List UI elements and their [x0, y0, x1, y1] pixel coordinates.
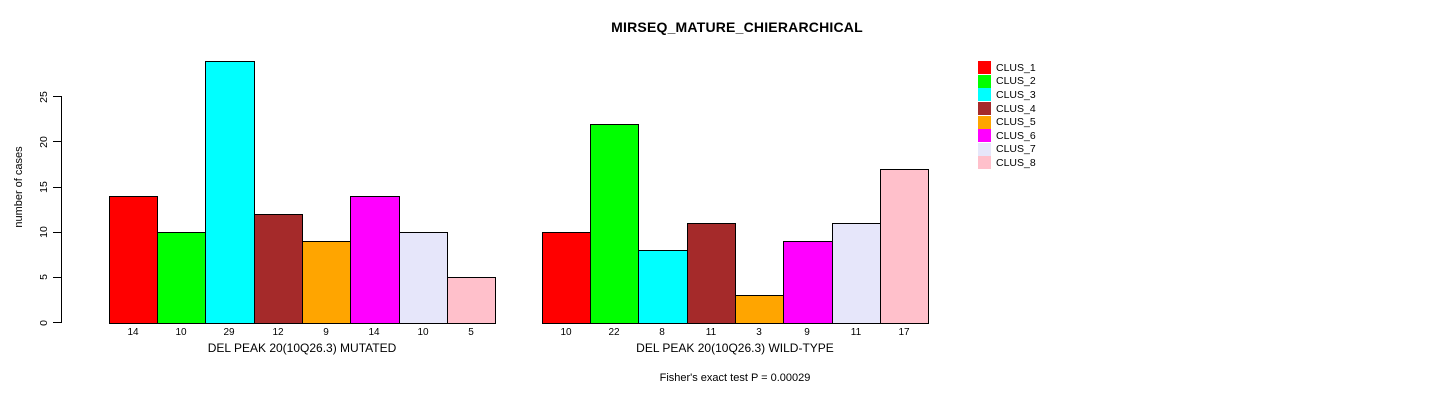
bar-clus_4-group2	[687, 223, 736, 324]
bar-clus_6-group1	[350, 196, 400, 324]
y-tick-label: 25	[38, 91, 50, 103]
y-tick-label: 5	[38, 274, 50, 280]
y-tick-label: 20	[38, 136, 50, 148]
bar-clus_3-group1	[205, 61, 255, 324]
bar-clus_7-group2	[832, 223, 881, 324]
bar-value-label: 10	[175, 327, 187, 338]
y-tick	[53, 141, 61, 142]
bar-value-label: 29	[223, 327, 235, 338]
bar-value-label: 11	[705, 327, 717, 338]
group-x-label: DEL PEAK 20(10Q26.3) MUTATED	[207, 341, 397, 355]
bar-value-label: 8	[659, 327, 665, 338]
group-x-label: DEL PEAK 20(10Q26.3) WILD-TYPE	[636, 341, 834, 355]
legend-label: CLUS_7	[996, 143, 1036, 156]
legend-swatch	[978, 115, 991, 129]
bar-clus_4-group1	[254, 214, 303, 324]
legend-swatch	[978, 88, 991, 102]
y-tick	[53, 96, 61, 97]
bar-value-label: 12	[272, 327, 284, 338]
y-tick-label: 0	[38, 320, 50, 326]
legend-swatch	[978, 61, 991, 75]
bar-clus_6-group2	[783, 241, 833, 324]
legend-swatch	[978, 156, 991, 170]
legend-item: CLUS_8	[978, 156, 1036, 170]
bar-clus_5-group2	[735, 295, 784, 324]
legend-label: CLUS_8	[996, 156, 1036, 169]
legend-swatch	[978, 129, 991, 143]
bar-value-label: 17	[898, 327, 910, 338]
bar-value-label: 14	[368, 327, 380, 338]
y-axis-line	[61, 96, 62, 323]
legend: CLUS_1 CLUS_2 CLUS_3 CLUS_4 CLUS_5 CLUS_6 CLUS…	[978, 61, 1036, 170]
y-tick-label: 10	[38, 226, 50, 238]
y-tick	[53, 232, 61, 233]
bar-value-label: 9	[804, 327, 810, 338]
y-tick	[53, 277, 61, 278]
bar-clus_8-group1	[447, 277, 496, 324]
bar-clus_3-group2	[638, 250, 688, 324]
legend-item: CLUS_2	[978, 74, 1036, 89]
bar-clus_2-group1	[157, 232, 206, 324]
legend-label: CLUS_1	[996, 61, 1036, 74]
legend-item: CLUS_4	[978, 102, 1036, 116]
footnote: Fisher's exact test P = 0.00029	[659, 372, 811, 384]
legend-label: CLUS_4	[996, 102, 1036, 115]
bar-clus_1-group2	[542, 232, 591, 324]
y-tick	[53, 187, 61, 188]
bar-value-label: 11	[850, 327, 862, 338]
y-axis-title: number of cases	[13, 146, 25, 228]
legend-item: CLUS_5	[978, 115, 1036, 129]
y-tick	[53, 322, 61, 323]
legend-swatch	[978, 102, 991, 116]
chart-title: MIRSEQ_MATURE_CHIERARCHICAL	[611, 19, 863, 35]
legend-label: CLUS_2	[996, 75, 1036, 88]
legend-item: CLUS_3	[978, 88, 1036, 102]
legend-item: CLUS_6	[978, 129, 1036, 143]
bar-value-label: 14	[127, 327, 139, 338]
bar-value-label: 5	[468, 327, 474, 338]
legend-swatch	[978, 142, 991, 156]
bar-clus_1-group1	[109, 196, 158, 324]
y-tick-label: 15	[38, 181, 50, 193]
bar-value-label: 22	[608, 327, 620, 338]
bar-value-label: 3	[756, 327, 762, 338]
bar-clus_7-group1	[399, 232, 448, 324]
bar-value-label: 9	[323, 327, 329, 338]
legend-item: CLUS_7	[978, 142, 1036, 157]
bar-clus_8-group2	[880, 169, 929, 324]
legend-label: CLUS_3	[996, 88, 1036, 101]
legend-item: CLUS_1	[978, 61, 1036, 75]
bar-value-label: 10	[560, 327, 572, 338]
legend-label: CLUS_5	[996, 116, 1036, 129]
bar-value-label: 10	[417, 327, 429, 338]
legend-swatch	[978, 74, 991, 88]
bar-clus_2-group2	[590, 124, 639, 324]
legend-label: CLUS_6	[996, 129, 1036, 142]
bar-clus_5-group1	[302, 241, 351, 324]
